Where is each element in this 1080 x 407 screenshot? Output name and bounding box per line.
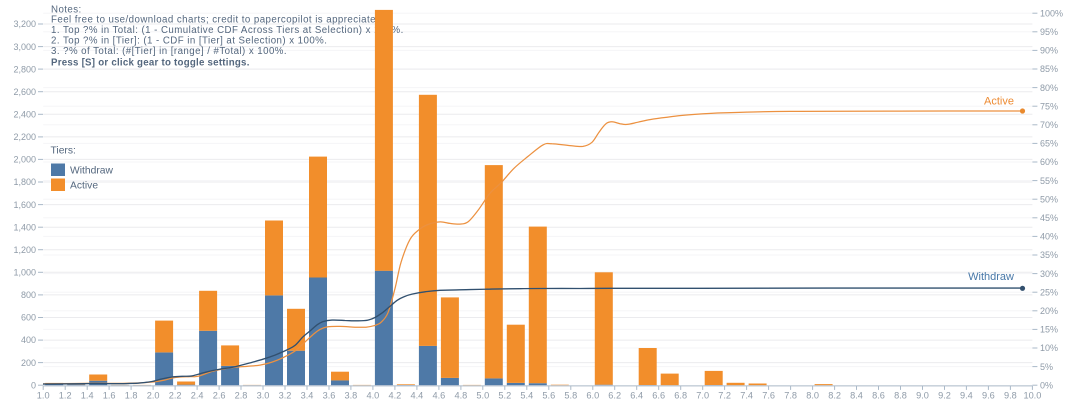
svg-text:4.2: 4.2 [389, 391, 402, 401]
svg-text:10.0: 10.0 [1023, 391, 1041, 401]
svg-text:6.4: 6.4 [630, 391, 643, 401]
svg-text:2. Top ?% in [Tier]: (1 - CDF: 2. Top ?% in [Tier]: (1 - CDF in [Tier] … [51, 36, 327, 47]
svg-text:7.2: 7.2 [718, 391, 731, 401]
svg-text:15%: 15% [1040, 325, 1058, 335]
svg-text:800: 800 [21, 290, 36, 300]
svg-text:1. Top ?% in Total: (1 - Cumul: 1. Top ?% in Total: (1 - Cumulative CDF … [51, 25, 404, 36]
svg-text:50%: 50% [1040, 194, 1058, 204]
svg-text:5.2: 5.2 [498, 391, 511, 401]
svg-text:70%: 70% [1040, 120, 1058, 130]
svg-text:65%: 65% [1040, 139, 1058, 149]
svg-text:35%: 35% [1040, 250, 1058, 260]
svg-text:30%: 30% [1040, 269, 1058, 279]
svg-text:55%: 55% [1040, 176, 1058, 186]
svg-text:200: 200 [21, 358, 36, 368]
svg-text:6.8: 6.8 [674, 391, 687, 401]
svg-text:Withdraw: Withdraw [70, 166, 113, 177]
svg-text:5.8: 5.8 [564, 391, 577, 401]
svg-text:4.0: 4.0 [367, 391, 380, 401]
svg-text:6.0: 6.0 [586, 391, 599, 401]
svg-text:60%: 60% [1040, 157, 1058, 167]
svg-text:2.6: 2.6 [213, 391, 226, 401]
svg-text:8.0: 8.0 [806, 391, 819, 401]
svg-text:6.2: 6.2 [608, 391, 621, 401]
svg-text:2.0: 2.0 [147, 391, 160, 401]
svg-text:1.6: 1.6 [103, 391, 116, 401]
svg-text:90%: 90% [1040, 46, 1058, 56]
svg-text:0%: 0% [1040, 380, 1053, 390]
svg-text:9.4: 9.4 [960, 391, 973, 401]
svg-text:1,400: 1,400 [13, 222, 36, 232]
svg-text:0: 0 [31, 380, 36, 390]
svg-text:4.4: 4.4 [411, 391, 424, 401]
svg-text:20%: 20% [1040, 306, 1058, 316]
svg-text:8.4: 8.4 [850, 391, 863, 401]
svg-text:80%: 80% [1040, 83, 1058, 93]
svg-text:Press [S] or click gear to tog: Press [S] or click gear to toggle settin… [51, 57, 250, 68]
svg-text:75%: 75% [1040, 101, 1058, 111]
svg-text:2,800: 2,800 [13, 64, 36, 74]
svg-text:3. ?% of Total: (#[Tier] in [r: 3. ?% of Total: (#[Tier] in [range] / #T… [51, 46, 287, 57]
svg-text:9.6: 9.6 [982, 391, 995, 401]
svg-text:2,400: 2,400 [13, 110, 36, 120]
svg-text:5%: 5% [1040, 362, 1053, 372]
svg-text:7.6: 7.6 [762, 391, 775, 401]
svg-text:2.4: 2.4 [191, 391, 204, 401]
svg-text:1,200: 1,200 [13, 245, 36, 255]
svg-text:25%: 25% [1040, 287, 1058, 297]
svg-text:3.2: 3.2 [279, 391, 292, 401]
svg-text:9.2: 9.2 [938, 391, 951, 401]
svg-text:1,000: 1,000 [13, 268, 36, 278]
svg-text:1.0: 1.0 [37, 391, 50, 401]
svg-text:8.2: 8.2 [828, 391, 841, 401]
svg-text:5.0: 5.0 [476, 391, 489, 401]
svg-text:40%: 40% [1040, 232, 1058, 242]
svg-text:3.8: 3.8 [345, 391, 358, 401]
svg-text:7.0: 7.0 [696, 391, 709, 401]
svg-text:10%: 10% [1040, 343, 1058, 353]
svg-text:400: 400 [21, 335, 36, 345]
svg-text:7.8: 7.8 [784, 391, 797, 401]
svg-text:5.6: 5.6 [542, 391, 555, 401]
svg-text:2,600: 2,600 [13, 87, 36, 97]
svg-text:1,600: 1,600 [13, 200, 36, 210]
svg-text:1.4: 1.4 [81, 391, 94, 401]
svg-text:9.0: 9.0 [916, 391, 929, 401]
svg-text:6.6: 6.6 [652, 391, 665, 401]
svg-text:Active: Active [984, 95, 1014, 107]
svg-text:2,200: 2,200 [13, 132, 36, 142]
svg-text:45%: 45% [1040, 213, 1058, 223]
svg-text:2.8: 2.8 [235, 391, 248, 401]
svg-text:Notes:: Notes: [51, 4, 82, 15]
svg-text:100%: 100% [1040, 8, 1063, 18]
svg-text:Tiers:: Tiers: [51, 146, 76, 157]
svg-text:7.4: 7.4 [740, 391, 753, 401]
svg-text:Feel free to use/download char: Feel free to use/download charts; credit… [51, 15, 382, 26]
svg-text:2,000: 2,000 [13, 155, 36, 165]
svg-text:1,800: 1,800 [13, 177, 36, 187]
svg-text:3.0: 3.0 [257, 391, 270, 401]
svg-text:3.6: 3.6 [323, 391, 336, 401]
svg-text:8.8: 8.8 [894, 391, 907, 401]
svg-text:2.2: 2.2 [169, 391, 182, 401]
svg-text:9.8: 9.8 [1004, 391, 1017, 401]
svg-text:600: 600 [21, 313, 36, 323]
svg-text:5.4: 5.4 [520, 391, 533, 401]
svg-text:8.6: 8.6 [872, 391, 885, 401]
svg-text:85%: 85% [1040, 64, 1058, 74]
svg-text:1.8: 1.8 [125, 391, 138, 401]
svg-text:4.6: 4.6 [433, 391, 446, 401]
svg-text:1.2: 1.2 [59, 391, 72, 401]
svg-text:3,000: 3,000 [13, 42, 36, 52]
svg-text:Withdraw: Withdraw [968, 271, 1014, 283]
svg-text:3.4: 3.4 [301, 391, 314, 401]
svg-text:3,200: 3,200 [13, 19, 36, 29]
svg-text:Active: Active [70, 181, 98, 192]
svg-text:95%: 95% [1040, 27, 1058, 37]
svg-text:4.8: 4.8 [455, 391, 468, 401]
